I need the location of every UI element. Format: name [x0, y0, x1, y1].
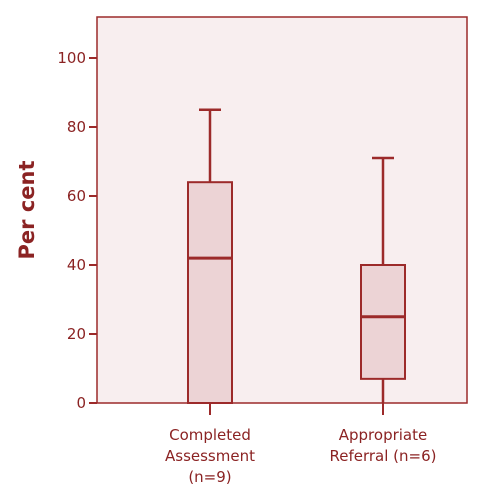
plot-area — [96, 16, 468, 404]
category-label-1-line-2: Assessment — [165, 447, 255, 465]
box-series — [187, 108, 406, 404]
box-1 — [187, 108, 233, 404]
y-axis-ticks: 0 20 40 60 80 100 — [57, 49, 97, 412]
x-axis-categories: Completed Assessment (n=9) Appropriate Refer… — [165, 403, 437, 486]
category-label-2-line-1: Appropriate — [339, 426, 427, 444]
y-tick-label-60: 60 — [67, 187, 86, 205]
category-label-1-line-1: Completed — [169, 426, 251, 444]
y-tick-label-80: 80 — [67, 118, 86, 136]
y-tick-label-40: 40 — [67, 256, 86, 274]
y-tick-label-100: 100 — [57, 49, 86, 67]
box-1-iqr — [187, 181, 233, 404]
category-label-2-line-2: Referral (n=6) — [329, 447, 436, 465]
category-label-1: Completed Assessment (n=9) — [165, 426, 255, 486]
y-tick-label-20: 20 — [67, 325, 86, 343]
category-label-2: Appropriate Referral (n=6) — [329, 426, 436, 465]
y-tick-label-0: 0 — [76, 394, 86, 412]
y-axis-title: Per cent — [15, 161, 39, 260]
category-label-1-line-3: (n=9) — [188, 468, 231, 486]
box-2 — [360, 156, 406, 403]
box-2-iqr — [360, 264, 406, 380]
